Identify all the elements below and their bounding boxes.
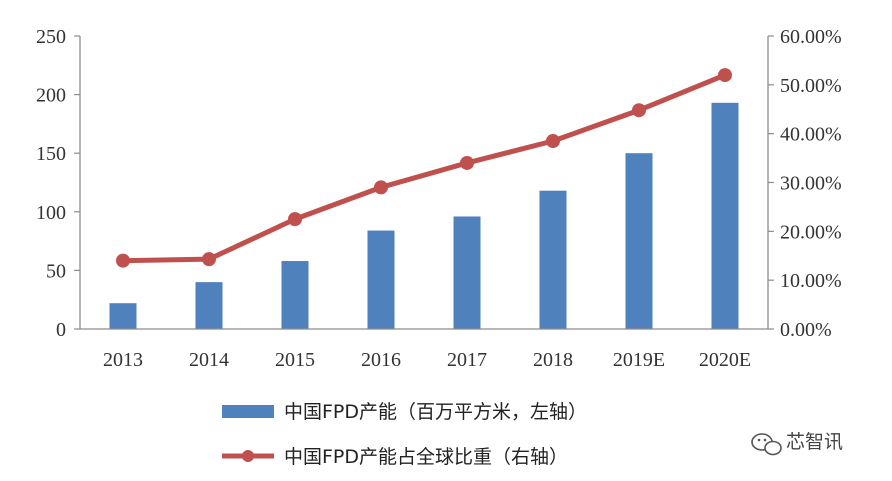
y-right-tick-label: 60.00%	[780, 26, 842, 48]
bar-2019E	[625, 153, 653, 329]
share-point-2018	[546, 133, 560, 148]
wechat-icon	[751, 433, 782, 456]
watermark-text: 芯智讯	[786, 431, 843, 453]
share-point-2013	[116, 253, 130, 268]
bar-2018	[539, 190, 567, 329]
x-tick-label: 2017	[447, 349, 487, 371]
y-left-tick-label: 50	[46, 260, 66, 282]
y-right-tick-label: 30.00%	[780, 173, 842, 195]
bar-2015	[281, 261, 309, 329]
bar-2014	[195, 282, 223, 329]
share-point-2020E	[718, 68, 732, 83]
legend-label-line: 中国FPD产能占全球比重（右轴）	[284, 446, 568, 468]
watermark: 芯智讯	[751, 431, 843, 456]
share-point-2017	[460, 155, 474, 170]
line-series	[116, 68, 732, 268]
share-line	[120, 72, 728, 264]
legend: 中国FPD产能（百万平方米，左轴） 中国FPD产能占全球比重（右轴）	[222, 401, 587, 468]
share-point-2015	[288, 212, 302, 227]
x-tick-label: 2020E	[699, 349, 751, 371]
x-tick-label: 2015	[275, 349, 315, 371]
y-right-tick-label: 0.00%	[780, 319, 832, 341]
share-point-2019E	[632, 103, 646, 118]
share-point-2016	[374, 180, 388, 195]
y-left-tick-label: 150	[36, 143, 66, 165]
y-right-tick-label: 10.00%	[780, 270, 842, 292]
bar-2013	[109, 303, 137, 329]
x-tick-label: 2013	[103, 349, 143, 371]
x-tick-label: 2019E	[613, 349, 665, 371]
bar-2017	[453, 216, 481, 329]
bar-2020E	[711, 102, 739, 329]
bar-series	[109, 102, 739, 329]
x-tick-label: 2016	[361, 349, 401, 371]
y-left-tick-label: 100	[36, 202, 66, 224]
share-point-2014	[202, 252, 216, 267]
y-right-tick-label: 40.00%	[780, 124, 842, 146]
y-left-tick-label: 200	[36, 85, 66, 107]
legend-swatch-marker	[242, 450, 254, 462]
legend-label-bar: 中国FPD产能（百万平方米，左轴）	[284, 401, 587, 423]
y-left-tick-label: 250	[36, 26, 66, 48]
y-right-tick-label: 20.00%	[780, 221, 842, 243]
y-right-tick-label: 50.00%	[780, 75, 842, 97]
bar-2016	[367, 230, 395, 329]
legend-swatch-bar	[222, 405, 274, 418]
x-tick-label: 2014	[189, 349, 229, 371]
axes	[74, 35, 774, 330]
y-left-tick-label: 0	[56, 319, 66, 341]
x-tick-label: 2018	[533, 349, 573, 371]
tick-labels: 0 50 100 150 200 250 0.00% 10.00% 20.00% 30.00% 40…	[36, 26, 842, 371]
